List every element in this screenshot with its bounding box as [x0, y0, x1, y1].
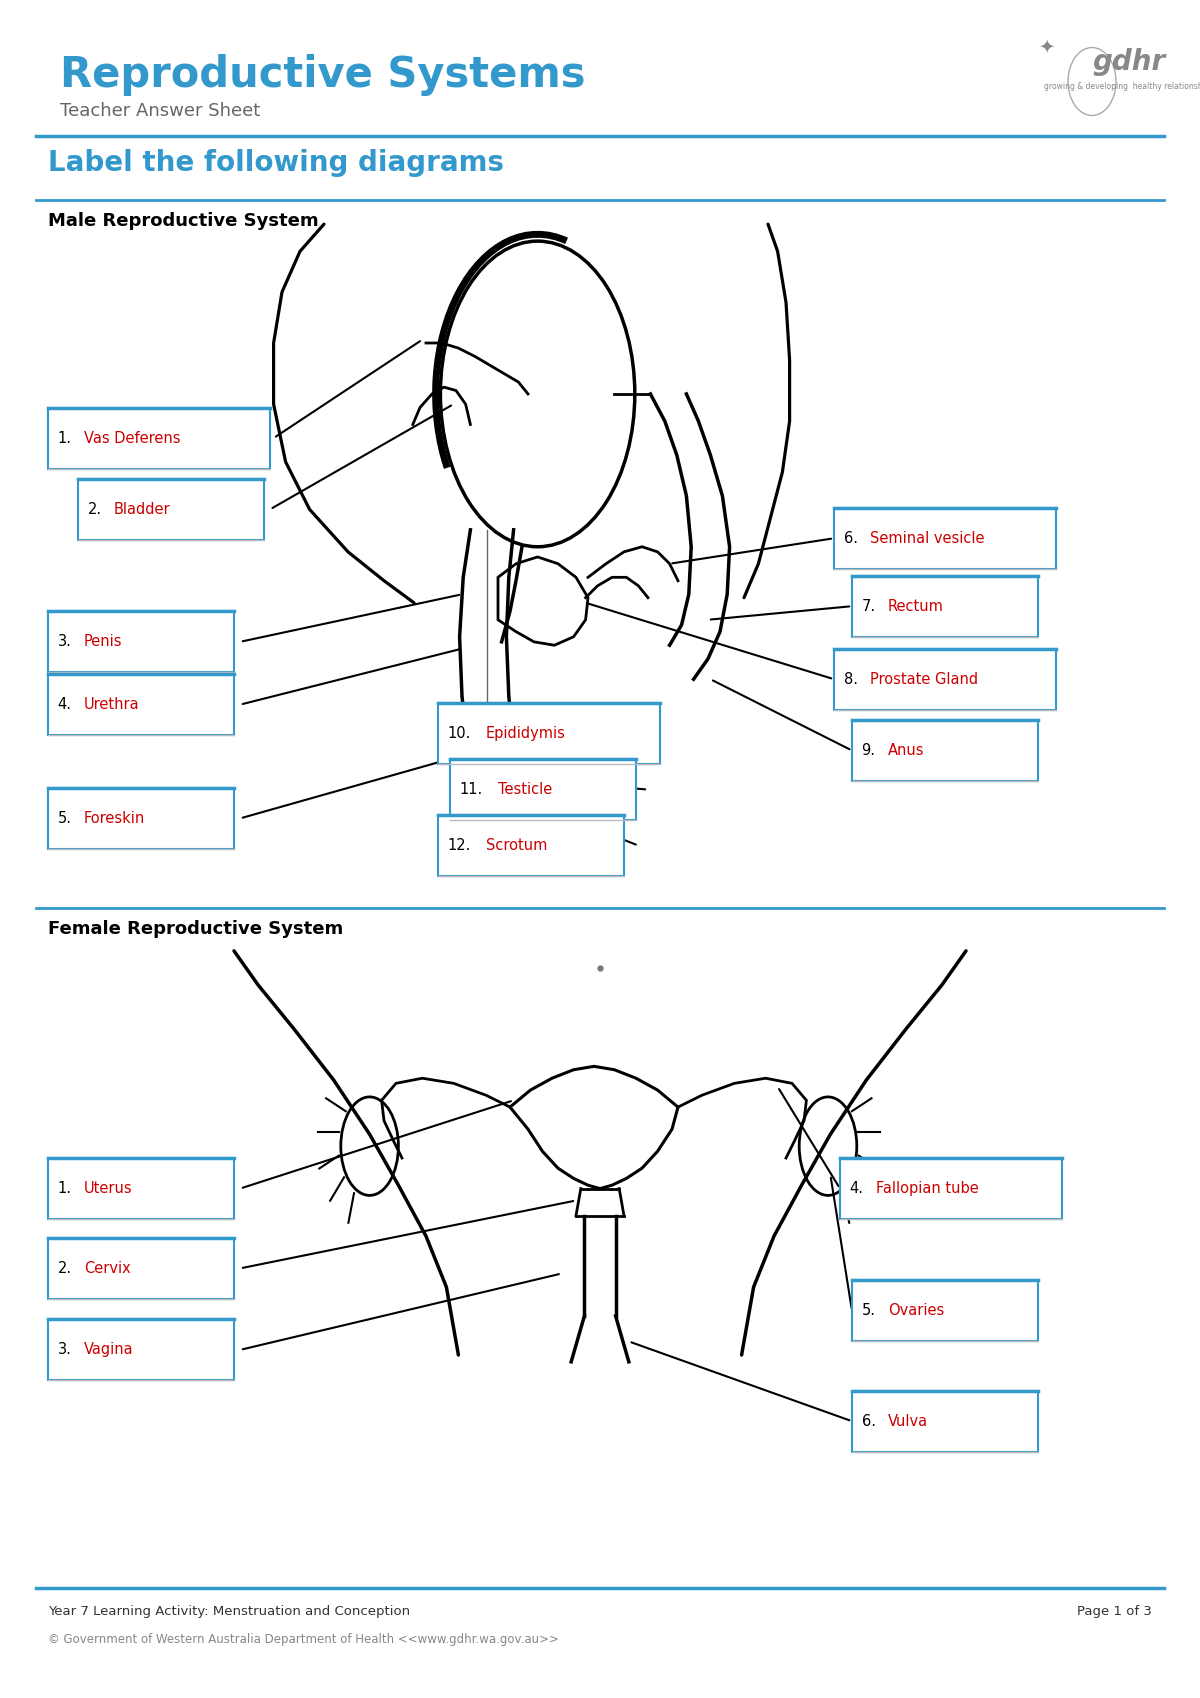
FancyBboxPatch shape: [48, 674, 234, 735]
Text: Uterus: Uterus: [84, 1182, 133, 1195]
Text: 1.: 1.: [58, 431, 72, 445]
Text: 4.: 4.: [58, 698, 72, 711]
Text: 6.: 6.: [862, 1414, 876, 1428]
Text: 3.: 3.: [58, 635, 72, 649]
Text: Epididymis: Epididymis: [486, 727, 566, 740]
Text: 10.: 10.: [448, 727, 470, 740]
Text: 12.: 12.: [448, 839, 470, 852]
Text: Rectum: Rectum: [888, 599, 944, 613]
FancyBboxPatch shape: [840, 1158, 1062, 1219]
FancyBboxPatch shape: [438, 703, 660, 764]
Text: Label the following diagrams: Label the following diagrams: [48, 149, 504, 177]
Text: 9.: 9.: [862, 744, 876, 757]
FancyBboxPatch shape: [48, 1319, 234, 1380]
Text: Penis: Penis: [84, 635, 122, 649]
Text: Prostate Gland: Prostate Gland: [870, 672, 978, 686]
Text: Vulva: Vulva: [888, 1414, 928, 1428]
Text: Urethra: Urethra: [84, 698, 139, 711]
Text: 5.: 5.: [58, 812, 72, 825]
FancyBboxPatch shape: [852, 720, 1038, 781]
Text: Scrotum: Scrotum: [486, 839, 547, 852]
Text: 1.: 1.: [58, 1182, 72, 1195]
FancyBboxPatch shape: [834, 508, 1056, 569]
Text: 11.: 11.: [460, 783, 482, 796]
Text: gdhr: gdhr: [1092, 48, 1165, 75]
Text: 4.: 4.: [850, 1182, 864, 1195]
Text: 3.: 3.: [58, 1343, 72, 1357]
Text: 2.: 2.: [58, 1262, 72, 1275]
Text: Vagina: Vagina: [84, 1343, 133, 1357]
Text: Male Reproductive System: Male Reproductive System: [48, 212, 319, 231]
Text: Bladder: Bladder: [114, 503, 170, 516]
Text: 7.: 7.: [862, 599, 876, 613]
Text: © Government of Western Australia Department of Health <<www.gdhr.wa.gov.au>>: © Government of Western Australia Depart…: [48, 1633, 559, 1647]
FancyBboxPatch shape: [48, 1238, 234, 1299]
FancyBboxPatch shape: [48, 1158, 234, 1219]
Text: 8.: 8.: [844, 672, 858, 686]
FancyBboxPatch shape: [852, 1280, 1038, 1341]
Text: ✦: ✦: [1038, 37, 1055, 56]
FancyBboxPatch shape: [450, 759, 636, 820]
Text: Vas Deferens: Vas Deferens: [84, 431, 180, 445]
Text: Fallopian tube: Fallopian tube: [876, 1182, 979, 1195]
Text: Cervix: Cervix: [84, 1262, 131, 1275]
Text: Ovaries: Ovaries: [888, 1304, 944, 1318]
Text: Year 7 Learning Activity: Menstruation and Conception: Year 7 Learning Activity: Menstruation a…: [48, 1605, 410, 1618]
Text: 2.: 2.: [88, 503, 102, 516]
FancyBboxPatch shape: [48, 788, 234, 849]
Text: Seminal vesicle: Seminal vesicle: [870, 531, 984, 545]
FancyBboxPatch shape: [48, 408, 270, 469]
Text: Reproductive Systems: Reproductive Systems: [60, 54, 586, 97]
FancyBboxPatch shape: [48, 611, 234, 672]
Text: growing & developing  healthy relationships: growing & developing healthy relationshi…: [1044, 82, 1200, 90]
Text: Teacher Answer Sheet: Teacher Answer Sheet: [60, 102, 260, 121]
FancyBboxPatch shape: [852, 1391, 1038, 1452]
Text: Foreskin: Foreskin: [84, 812, 145, 825]
Text: Testicle: Testicle: [498, 783, 552, 796]
Text: 5.: 5.: [862, 1304, 876, 1318]
Text: Female Reproductive System: Female Reproductive System: [48, 920, 343, 939]
FancyBboxPatch shape: [834, 649, 1056, 710]
FancyBboxPatch shape: [438, 815, 624, 876]
Text: Anus: Anus: [888, 744, 924, 757]
FancyBboxPatch shape: [78, 479, 264, 540]
Text: 6.: 6.: [844, 531, 858, 545]
FancyBboxPatch shape: [852, 576, 1038, 637]
Text: Page 1 of 3: Page 1 of 3: [1078, 1605, 1152, 1618]
